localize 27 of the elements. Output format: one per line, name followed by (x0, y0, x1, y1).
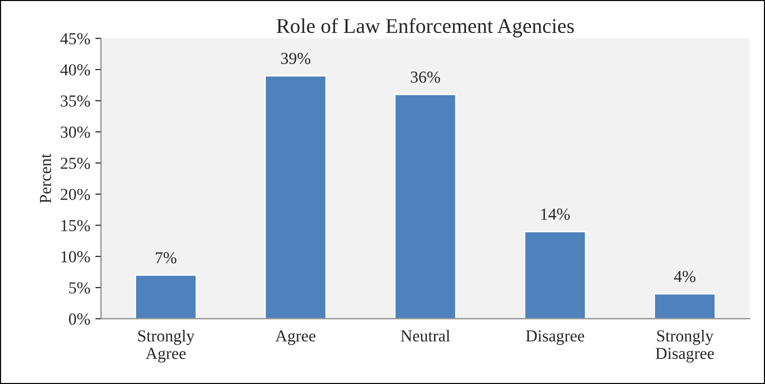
x-tick-label: Disagree (526, 330, 584, 345)
y-tick-label: 10% (61, 251, 90, 262)
x-tick-label: Neutral (400, 330, 450, 342)
data-label: 4% (674, 270, 696, 282)
y-tick-label: 15% (61, 220, 90, 232)
bar (524, 230, 586, 319)
y-tick-label: 35% (60, 95, 90, 107)
y-axis-title: Percent (40, 154, 52, 204)
data-label: 36% (410, 72, 440, 83)
chart-title: Role of Law Enforcement Agencies (276, 18, 574, 38)
y-tick-label: 30% (60, 126, 90, 138)
x-tick-label: Agree (275, 330, 316, 345)
y-tick-label: 5% (69, 282, 90, 294)
data-label: 39% (281, 52, 310, 64)
y-tick-label: 40% (60, 64, 90, 76)
data-label: 7% (156, 252, 176, 264)
data-label: 14% (541, 208, 570, 220)
x-tick-label: Strongly Agree (138, 330, 194, 362)
bar (264, 75, 327, 319)
y-tick-label: 0% (68, 313, 90, 325)
bar (654, 293, 716, 319)
bar (134, 274, 198, 319)
y-tick-label: 45% (60, 33, 90, 44)
y-tick-label: 25% (60, 158, 90, 169)
y-tick-label: 20% (60, 188, 90, 200)
x-tick-label: Strongly Disagree (656, 330, 714, 362)
bar (394, 94, 457, 319)
